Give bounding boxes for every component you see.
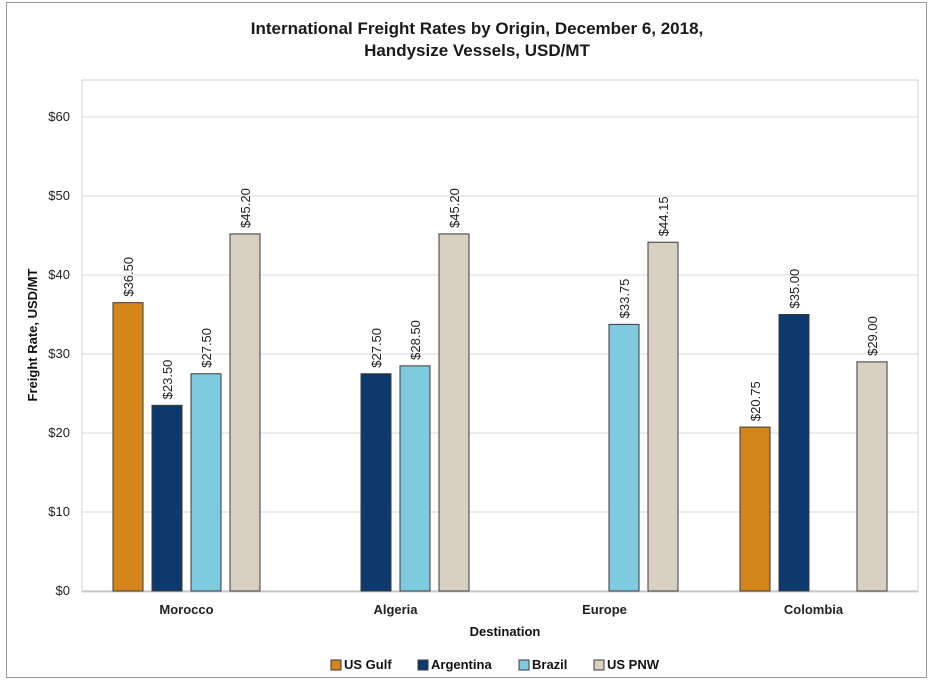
bar [438,233,470,592]
legend-label: Argentina [431,657,492,672]
bar [739,426,771,592]
legend-swatch [330,659,342,671]
data-label: $44.15 [656,196,671,236]
chart-title-line-2: Handysize Vessels, USD/MT [364,41,590,60]
data-label: $45.20 [447,188,462,228]
bar [856,361,888,592]
x-axis-categories: Morocco Algeria Europe Colombia [159,602,843,617]
legend-swatch [518,659,530,671]
y-tick-label: $50 [48,188,70,203]
data-label: $35.00 [787,269,802,309]
bar [778,314,810,592]
bar [608,323,640,592]
legend-label: Brazil [532,657,567,672]
data-label: $36.50 [121,257,136,297]
data-label: $29.00 [865,316,880,356]
y-tick-label: $10 [48,504,70,519]
y-tick-label: $30 [48,346,70,361]
legend-swatch [417,659,429,671]
x-category-label: Europe [582,602,627,617]
data-labels: $36.50 $23.50 $27.50 $45.20 $27.50 $28.50 $45.… [121,188,880,421]
data-label: $33.75 [617,279,632,319]
bar [647,241,679,592]
bar [229,233,261,592]
x-category-label: Algeria [373,602,418,617]
y-tick-label: $60 [48,109,70,124]
plot-area [81,79,919,593]
bars [112,233,888,592]
y-tick-label: $20 [48,425,70,440]
bar [190,373,222,592]
data-label: $28.50 [408,320,423,360]
legend-label: US Gulf [344,657,392,672]
y-axis-title: Freight Rate, USD/MT [25,268,40,401]
y-tick-label: $0 [56,583,70,598]
chart-title-line-1: International Freight Rates by Origin, D… [251,19,704,38]
data-label: $27.50 [199,328,214,368]
legend: US Gulf Argentina Brazil US PNW [330,657,660,672]
y-tick-label: $40 [48,267,70,282]
bar [151,404,183,592]
legend-swatch [593,659,605,671]
bar [360,373,392,592]
data-label: $45.20 [238,188,253,228]
x-category-label: Colombia [784,602,844,617]
data-label: $27.50 [369,328,384,368]
x-axis-title: Destination [470,624,541,639]
data-label: $23.50 [160,360,175,400]
data-label: $20.75 [748,381,763,421]
bar [399,365,431,592]
bar [112,302,144,592]
legend-label: US PNW [607,657,660,672]
x-category-label: Morocco [159,602,213,617]
y-axis-ticks: $0 $10 $20 $30 $40 $50 $60 [48,109,70,598]
